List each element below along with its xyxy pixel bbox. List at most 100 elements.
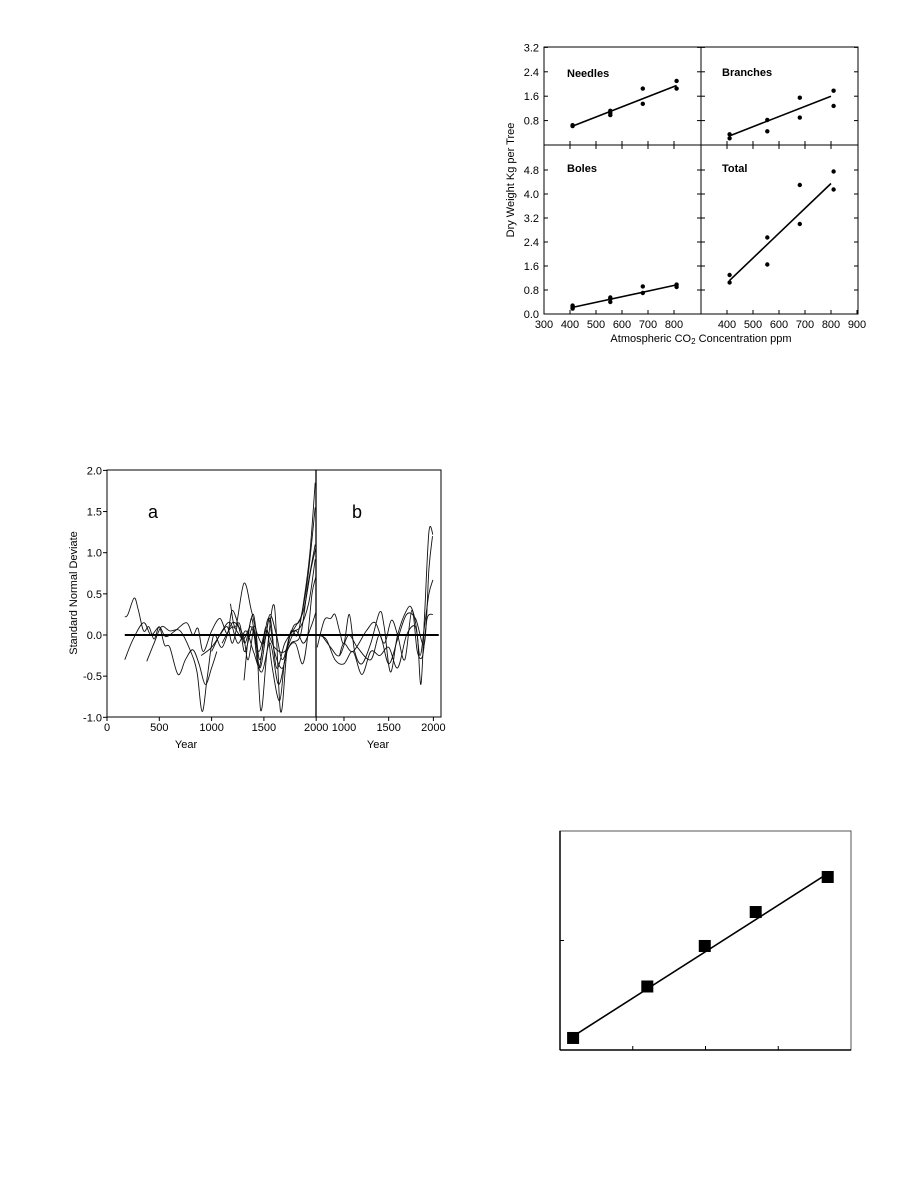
panel-total: Total: [722, 163, 836, 285]
square-data-point: [641, 980, 654, 993]
panel-branches: Branches: [722, 67, 836, 141]
y-axis-label: Standard Normal Deviate: [68, 531, 80, 655]
y-tick-label: 4.8: [524, 165, 539, 177]
panel-b: 1000 1500 2000 Year b: [316, 502, 446, 751]
x-tick-label: 600: [613, 319, 631, 331]
x-tick-label: 500: [150, 722, 168, 734]
data-point: [640, 86, 645, 91]
series-line: [221, 612, 317, 653]
data-point: [797, 182, 802, 188]
panel-label: a: [148, 502, 159, 522]
panel-label: b: [352, 502, 362, 522]
x-axis-label: Atmospheric CO2 Concentration ppm: [610, 333, 791, 346]
data-point: [831, 187, 836, 192]
data-point: [797, 115, 802, 120]
x-tick-label: 0: [104, 722, 110, 734]
x-tick-label: 500: [744, 319, 762, 331]
y-tick-label: 0.8: [524, 116, 539, 128]
y-tick-label: 2.0: [87, 465, 102, 477]
square-data-point: [821, 870, 834, 883]
data-point: [727, 136, 732, 141]
y-tick-label: 0.0: [524, 309, 539, 321]
y-tick-label: 3.2: [524, 213, 539, 225]
x-tick-label: 900: [848, 319, 866, 331]
x-axis-label-part: Atmospheric CO: [610, 333, 691, 345]
y-tick-label: -1.0: [83, 712, 102, 724]
series-line: [211, 577, 317, 685]
data-point: [797, 95, 802, 100]
x-axis-label-part: Concentration ppm: [696, 333, 792, 345]
standard-normal-deviate-chart: 2.0 1.5 1.0 0.5 0.0 -0.5 -1.0 Standard Normal D…: [68, 465, 446, 751]
x-tick-label: 600: [770, 319, 788, 331]
y-tick-label: 1.6: [524, 261, 539, 273]
data-point: [674, 78, 679, 84]
data-point: [608, 112, 613, 118]
series-line: [243, 544, 316, 702]
data-point: [608, 299, 613, 305]
x-tick-label: 400: [718, 319, 736, 331]
x-tick-label: 1500: [376, 722, 400, 734]
x-tick-label: 700: [796, 319, 814, 331]
y-tick-label: 0.8: [524, 285, 539, 297]
square-data-point: [698, 939, 711, 952]
x-tick-label: 700: [639, 319, 657, 331]
y-tick-label: 2.4: [524, 237, 539, 249]
x-tick-label: 1000: [332, 722, 356, 734]
series-line: [339, 609, 434, 661]
series-line: [229, 548, 317, 669]
panel-needles: Needles: [567, 68, 679, 129]
fit-line: [729, 95, 832, 137]
x-axis-label: Year: [175, 739, 198, 751]
y-tick-label: 1.6: [524, 91, 539, 103]
y-tick-label: 0.5: [87, 589, 102, 601]
series-line: [316, 526, 434, 685]
data-point: [640, 101, 645, 107]
series-line: [124, 597, 218, 685]
y-tick-label: 1.5: [87, 507, 102, 519]
x-tick-label: 500: [587, 319, 605, 331]
data-point: [831, 103, 836, 109]
panel-boles: Boles: [567, 163, 679, 311]
y-tick-label: 2.4: [524, 67, 539, 79]
subscript: 2: [691, 337, 696, 346]
data-point: [831, 169, 836, 174]
x-tick-label: 2000: [304, 722, 328, 734]
data-point: [831, 88, 836, 93]
y-tick-label: -0.5: [83, 671, 102, 683]
x-tick-label: 2000: [421, 722, 445, 734]
y-tick-label: 0.0: [87, 630, 102, 642]
data-point: [765, 235, 770, 240]
y-tick-label: 1.0: [87, 548, 102, 560]
x-tick-label: 300: [535, 319, 553, 331]
data-point: [674, 86, 679, 91]
data-point: [727, 272, 732, 278]
panel-a: 0 500 1000 1500 2000 Year a: [104, 482, 328, 751]
panel-label: Total: [722, 163, 747, 175]
panel-label: Needles: [567, 68, 609, 80]
data-point: [765, 262, 770, 267]
x-tick-label: 400: [561, 319, 579, 331]
fit-line: [729, 182, 832, 281]
fit-line: [572, 284, 677, 309]
square-data-point: [567, 1031, 580, 1044]
data-point: [765, 129, 770, 134]
x-axis-label: Year: [367, 739, 390, 751]
data-point: [797, 221, 802, 227]
x-tick-label: 1500: [252, 722, 276, 734]
square-data-point: [749, 906, 762, 919]
series-line: [321, 536, 433, 665]
y-axis-label: Dry Weight Kg per Tree: [505, 123, 517, 238]
data-point: [640, 284, 645, 289]
panel-label: Boles: [567, 163, 597, 175]
x-tick-label: 800: [665, 319, 683, 331]
fit-line: [572, 84, 677, 127]
data-point: [727, 280, 732, 285]
x-tick-label: 800: [822, 319, 840, 331]
panel-label: Branches: [722, 67, 772, 79]
x-tick-label: 1000: [199, 722, 223, 734]
series-line: [200, 559, 316, 669]
y-tick-label: 3.2: [524, 42, 539, 54]
y-tick-label: 4.0: [524, 189, 539, 201]
